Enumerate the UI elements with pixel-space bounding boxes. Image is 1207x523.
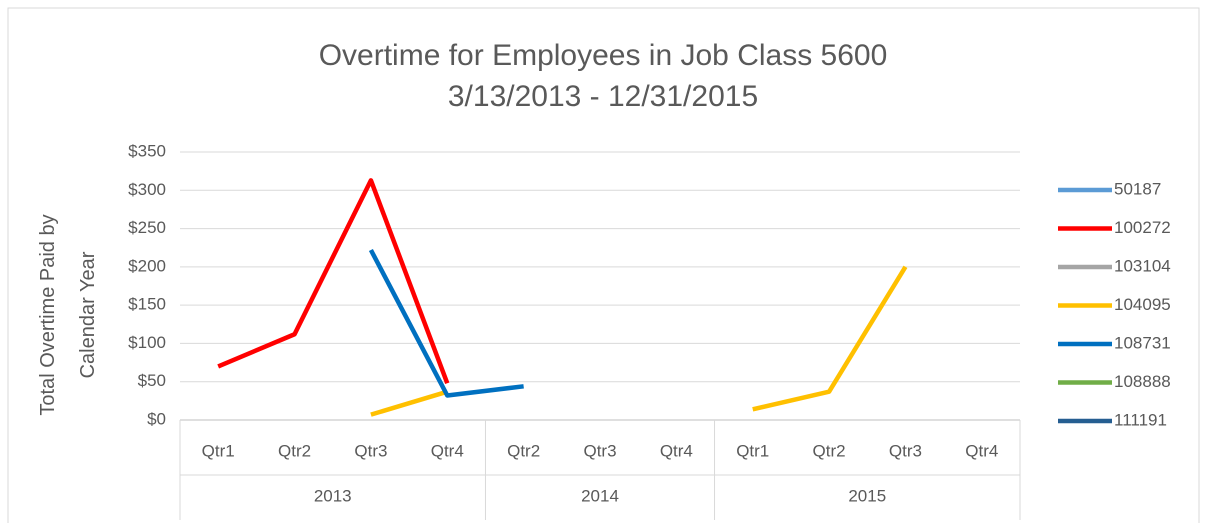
group-label: 2015 bbox=[848, 486, 886, 505]
y-tick-label: $150 bbox=[128, 295, 166, 314]
legend-label: 100272 bbox=[1114, 218, 1171, 237]
x-tick-label: Qtr4 bbox=[965, 441, 998, 460]
x-tick-label: Qtr1 bbox=[736, 441, 769, 460]
y-tick-label: $100 bbox=[128, 333, 166, 352]
y-tick-label: $50 bbox=[138, 371, 166, 390]
x-tick-label: Qtr1 bbox=[202, 441, 235, 460]
series-line bbox=[368, 248, 524, 398]
legend-label: 108731 bbox=[1114, 333, 1171, 352]
y-tick-label: $200 bbox=[128, 256, 166, 275]
x-tick-label: Qtr3 bbox=[583, 441, 616, 460]
x-tick-label: Qtr4 bbox=[660, 441, 693, 460]
x-tick-label: Qtr2 bbox=[278, 441, 311, 460]
legend-label: 104095 bbox=[1114, 295, 1171, 314]
y-tick-label: $300 bbox=[128, 180, 166, 199]
legend-label: 50187 bbox=[1114, 179, 1161, 198]
y-tick-label: $350 bbox=[128, 141, 166, 160]
legend-label: 111191 bbox=[1114, 410, 1167, 429]
series-line bbox=[217, 178, 450, 385]
chart-border bbox=[7, 7, 1200, 523]
group-label: 2013 bbox=[314, 486, 352, 505]
chart-subtitle: 3/13/2013 - 12/31/2015 bbox=[448, 80, 758, 113]
x-tick-label: Qtr2 bbox=[813, 441, 846, 460]
group-label: 2014 bbox=[581, 486, 619, 505]
x-tick-label: Qtr2 bbox=[507, 441, 540, 460]
legend-label: 108888 bbox=[1114, 372, 1171, 391]
x-tick-label: Qtr4 bbox=[431, 441, 464, 460]
y-tick-label: $0 bbox=[147, 409, 166, 428]
x-tick-label: Qtr3 bbox=[354, 441, 387, 460]
y-axis-label: Total Overtime Paid by Calendar Year bbox=[37, 214, 99, 416]
chart-title: Overtime for Employees in Job Class 5600 bbox=[319, 39, 888, 72]
x-tick-label: Qtr3 bbox=[889, 441, 922, 460]
y-tick-label: $250 bbox=[128, 218, 166, 237]
series-line bbox=[370, 265, 908, 417]
legend-label: 103104 bbox=[1114, 256, 1171, 275]
